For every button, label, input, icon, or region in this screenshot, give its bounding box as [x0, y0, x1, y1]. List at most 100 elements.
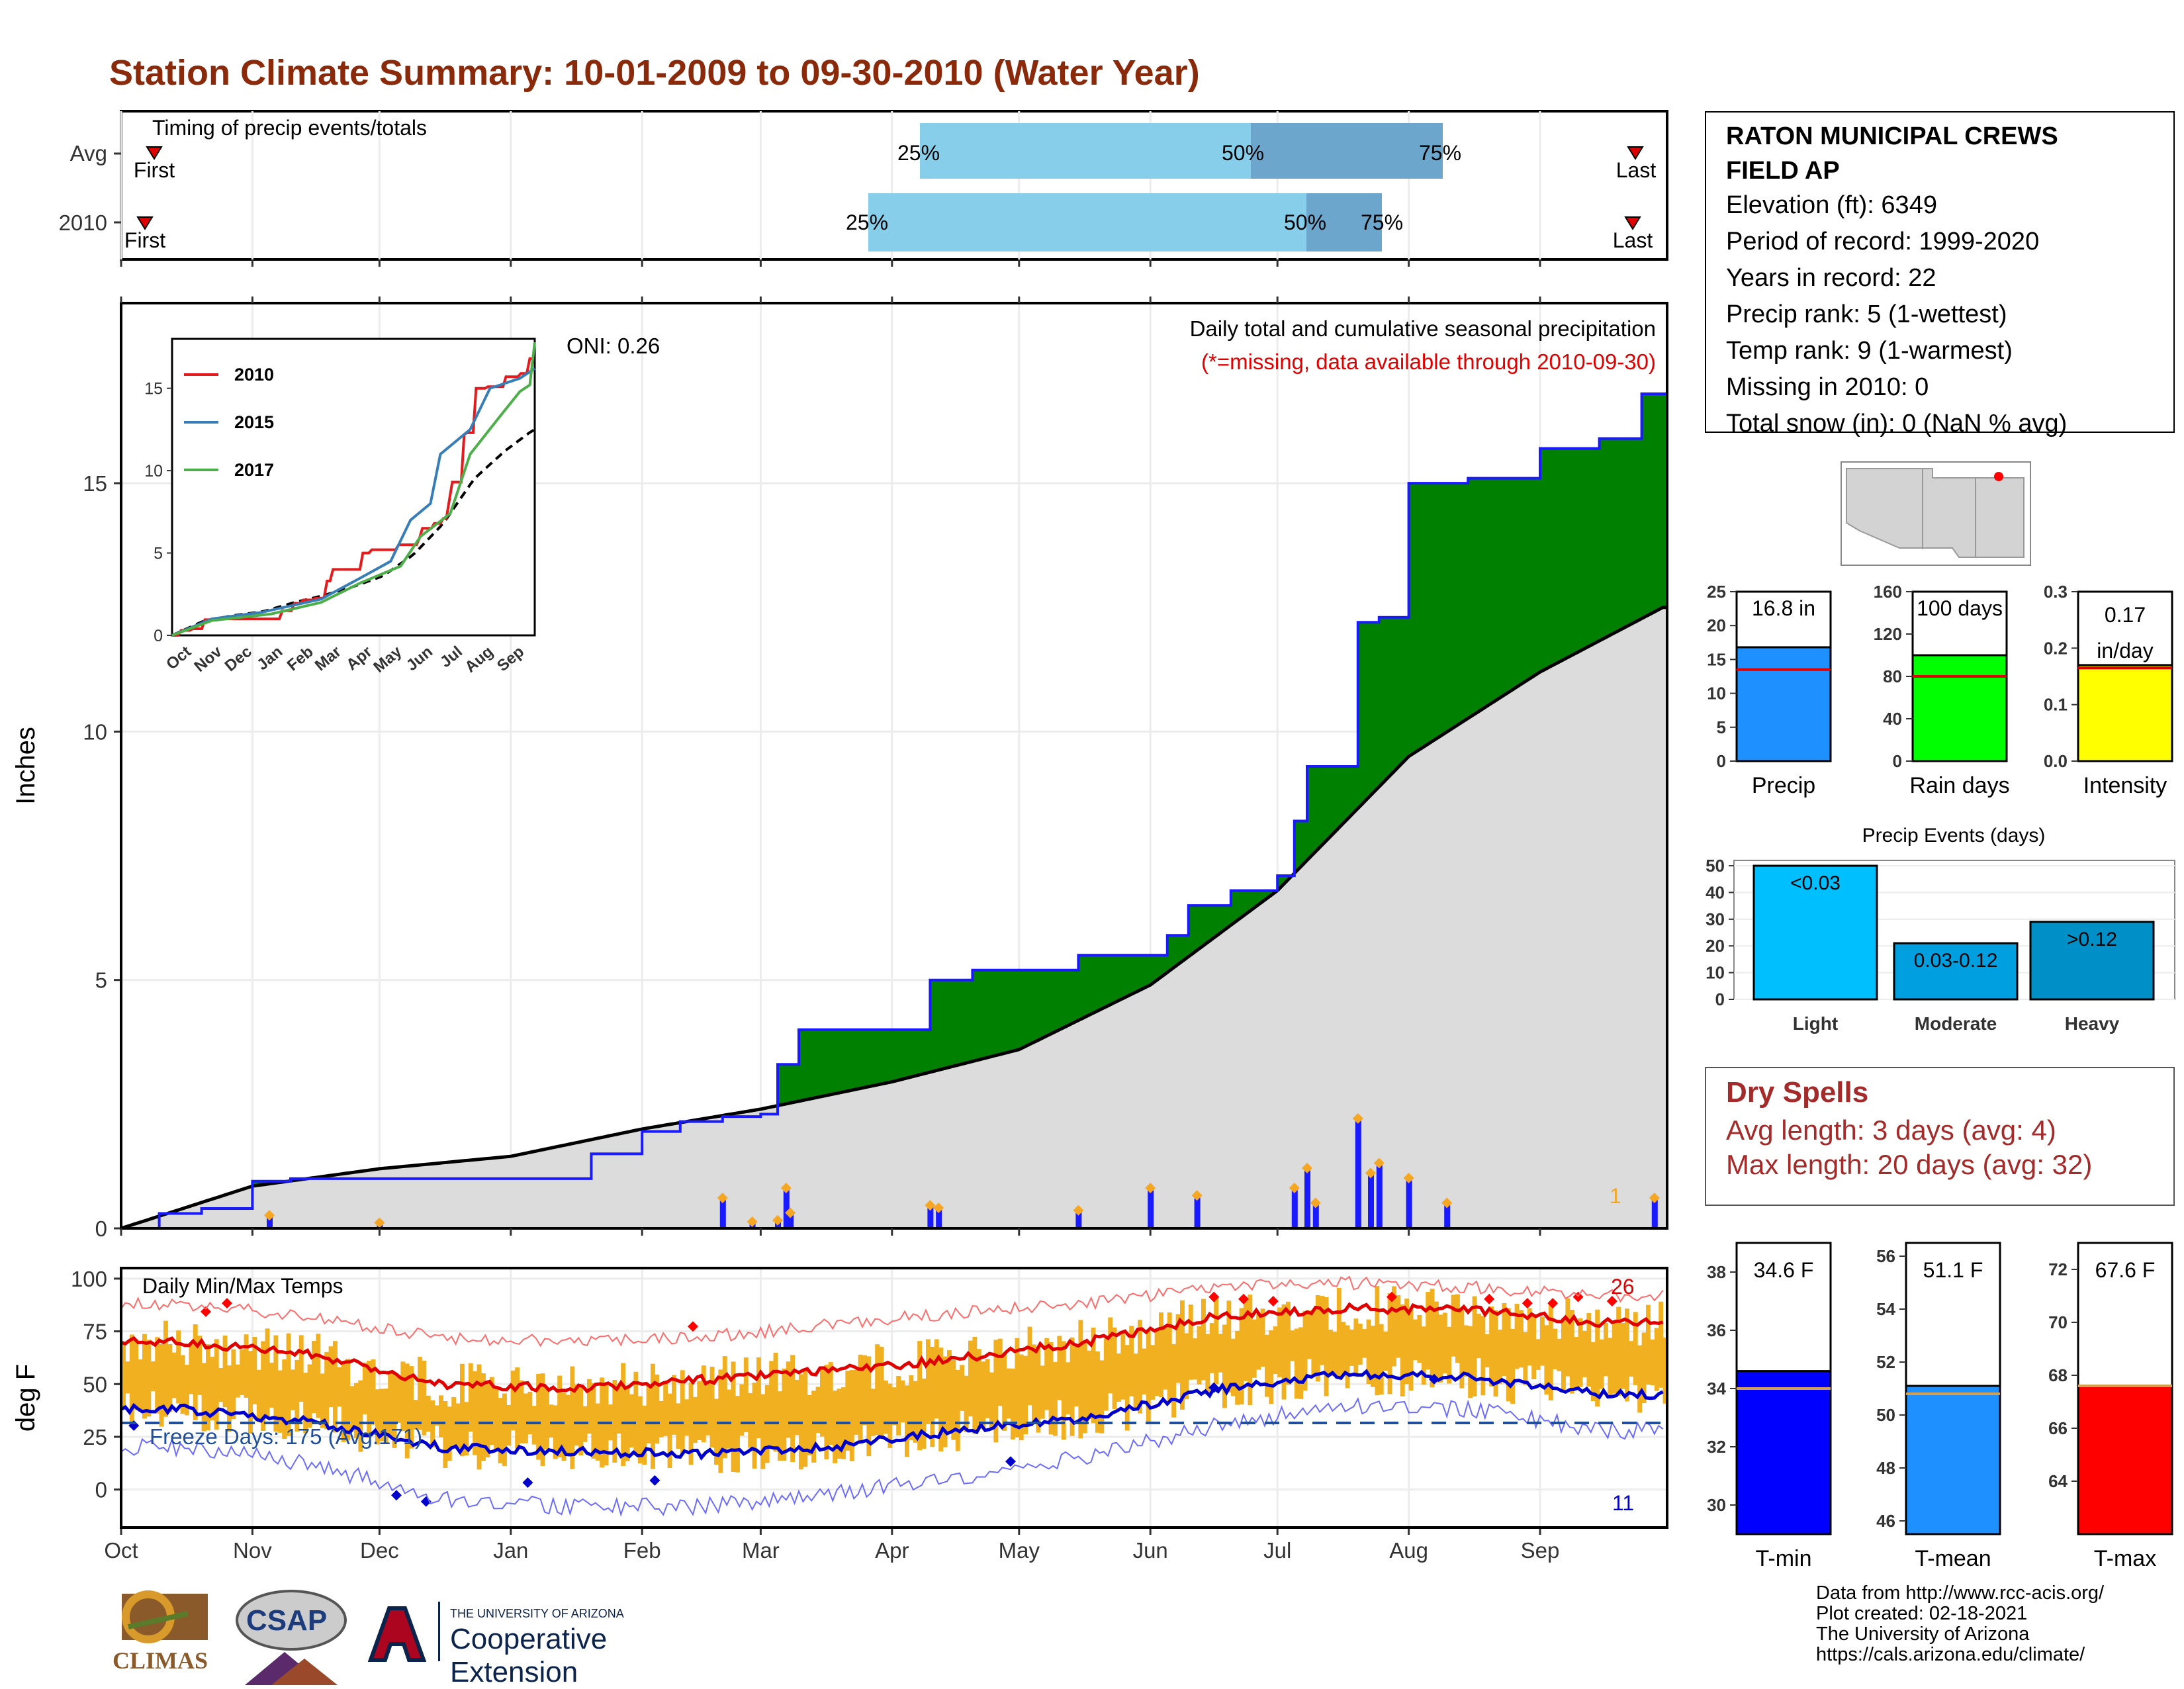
daily-temp-bar: [1154, 1328, 1160, 1396]
daily-temp-bar: [193, 1324, 198, 1420]
daily-temp-bar: [333, 1341, 338, 1433]
daily-temp-bar: [150, 1361, 156, 1392]
month-label: Mar: [742, 1538, 780, 1563]
daily-temp-bar: [240, 1349, 245, 1395]
ua-block-a-icon: [367, 1606, 427, 1662]
daily-temp-bar: [1400, 1304, 1405, 1396]
daily-temp-bar: [549, 1404, 554, 1438]
daily-temp-bar: [1273, 1326, 1278, 1374]
inset-2017-line: [171, 342, 536, 637]
daily-temp-bar: [1307, 1310, 1312, 1359]
daily-temp-bar: [1510, 1328, 1516, 1404]
daily-temp-bar: [972, 1336, 978, 1434]
daily-temp-bar: [955, 1370, 960, 1451]
t-max-label: T-max: [2094, 1546, 2156, 1571]
month-label: Dec: [360, 1538, 399, 1563]
daily-precip-bar: [1651, 1198, 1658, 1228]
daily-temp-bar: [337, 1367, 342, 1407]
daily-temp-bar: [506, 1404, 512, 1446]
daily-temp-bar: [180, 1355, 185, 1414]
daily-temp-bar: [536, 1373, 541, 1460]
daily-temp-bar: [1095, 1351, 1100, 1433]
daily-temp-bar: [328, 1346, 334, 1408]
daily-temp-bar: [1023, 1355, 1028, 1435]
daily-temp-bar: [752, 1383, 757, 1469]
first-label-avg: First: [134, 158, 175, 182]
daily-temp-bar: [714, 1398, 719, 1465]
daily-temp-bar: [705, 1381, 711, 1436]
daily-temp-bar: [1654, 1328, 1659, 1391]
summary-ytick-label: 20: [1707, 616, 1726, 635]
daily-temp-bar: [1061, 1341, 1066, 1440]
daily-temp-bar: [909, 1375, 914, 1441]
daily-temp-bar: [1226, 1301, 1232, 1393]
daily-temp-bar: [1244, 1301, 1248, 1381]
daily-temp-bar: [947, 1350, 952, 1434]
daily-temp-bar: [1116, 1353, 1121, 1402]
daily-temp-bar: [917, 1341, 923, 1451]
daily-temp-bar: [1599, 1339, 1604, 1389]
daily-temp-bar: [646, 1384, 651, 1443]
daily-temp-bar: [367, 1361, 372, 1438]
daily-temp-bar: [981, 1361, 986, 1428]
precip-ytick-label: 5: [95, 968, 107, 993]
daily-temp-bar: [498, 1398, 503, 1463]
daily-temp-bar: [642, 1405, 647, 1465]
timing-avg-label: Avg: [70, 141, 107, 165]
daily-temp-bar: [1336, 1288, 1342, 1379]
daily-temp-bar: [138, 1359, 143, 1412]
first-marker-avg: [146, 146, 163, 160]
daily-temp-bar: [879, 1346, 884, 1439]
daily-temp-bar: [134, 1339, 139, 1410]
daily-temp-bar: [1421, 1326, 1426, 1385]
daily-temp-bar: [358, 1380, 363, 1452]
daily-temp-bar: [1057, 1336, 1062, 1400]
event-marker: [772, 1214, 783, 1226]
event-marker: [1403, 1172, 1414, 1183]
daily-temp-bar: [244, 1334, 249, 1398]
daily-temp-bar: [1298, 1327, 1304, 1399]
daily-temp-bar: [371, 1359, 376, 1425]
month-label: Apr: [875, 1538, 909, 1563]
events-ytick-label: 40: [1706, 882, 1725, 902]
daily-temp-bar: [1371, 1326, 1375, 1387]
daily-temp-bar: [146, 1340, 152, 1417]
timing-2010-label: 2010: [59, 210, 107, 235]
daily-temp-bar: [1438, 1314, 1443, 1383]
daily-temp-bar: [1129, 1326, 1134, 1396]
daily-temp-bar: [1120, 1333, 1126, 1400]
precip-ytick-label: 0: [95, 1216, 107, 1241]
daily-temp-bar: [1553, 1328, 1558, 1369]
daily-temp-bar: [1087, 1350, 1092, 1419]
daily-temp-bar: [1294, 1328, 1299, 1399]
daily-temp-bar: [201, 1363, 206, 1432]
daily-temp-bar: [1214, 1297, 1219, 1385]
daily-temp-bar: [1442, 1312, 1447, 1374]
daily-temp-bar: [786, 1361, 791, 1438]
daily-temp-bar: [1230, 1338, 1236, 1396]
daily-temp-bar: [1502, 1303, 1507, 1376]
events-label-light: Light: [1793, 1013, 1838, 1034]
daily-temp-bar: [1383, 1332, 1388, 1371]
daily-temp-bar: [900, 1380, 905, 1423]
event-marker: [1145, 1182, 1156, 1193]
inset-ytick-label: 5: [154, 545, 163, 563]
last-precip-label: 1: [1610, 1184, 1621, 1208]
daily-temp-bar: [443, 1401, 448, 1468]
p2010-p75: 75%: [1361, 210, 1403, 234]
event-marker: [1441, 1197, 1453, 1209]
daily-temp-bar: [727, 1389, 732, 1449]
daily-temp-bar: [833, 1391, 838, 1463]
record-high-marker: [1606, 1295, 1617, 1306]
daily-temp-bar: [1006, 1368, 1011, 1419]
daily-temp-bar: [447, 1406, 452, 1461]
daily-temp-bar: [1451, 1295, 1456, 1357]
average-cumulative-line: [120, 606, 1667, 1230]
daily-temp-bar: [1019, 1354, 1024, 1441]
daily-temp-bar: [451, 1396, 457, 1445]
daily-temp-bar: [985, 1359, 990, 1418]
daily-temp-bar: [167, 1344, 173, 1412]
daily-temp-bar: [1426, 1292, 1431, 1370]
daily-temp-bar: [227, 1365, 232, 1432]
daily-temp-bar: [760, 1394, 766, 1469]
